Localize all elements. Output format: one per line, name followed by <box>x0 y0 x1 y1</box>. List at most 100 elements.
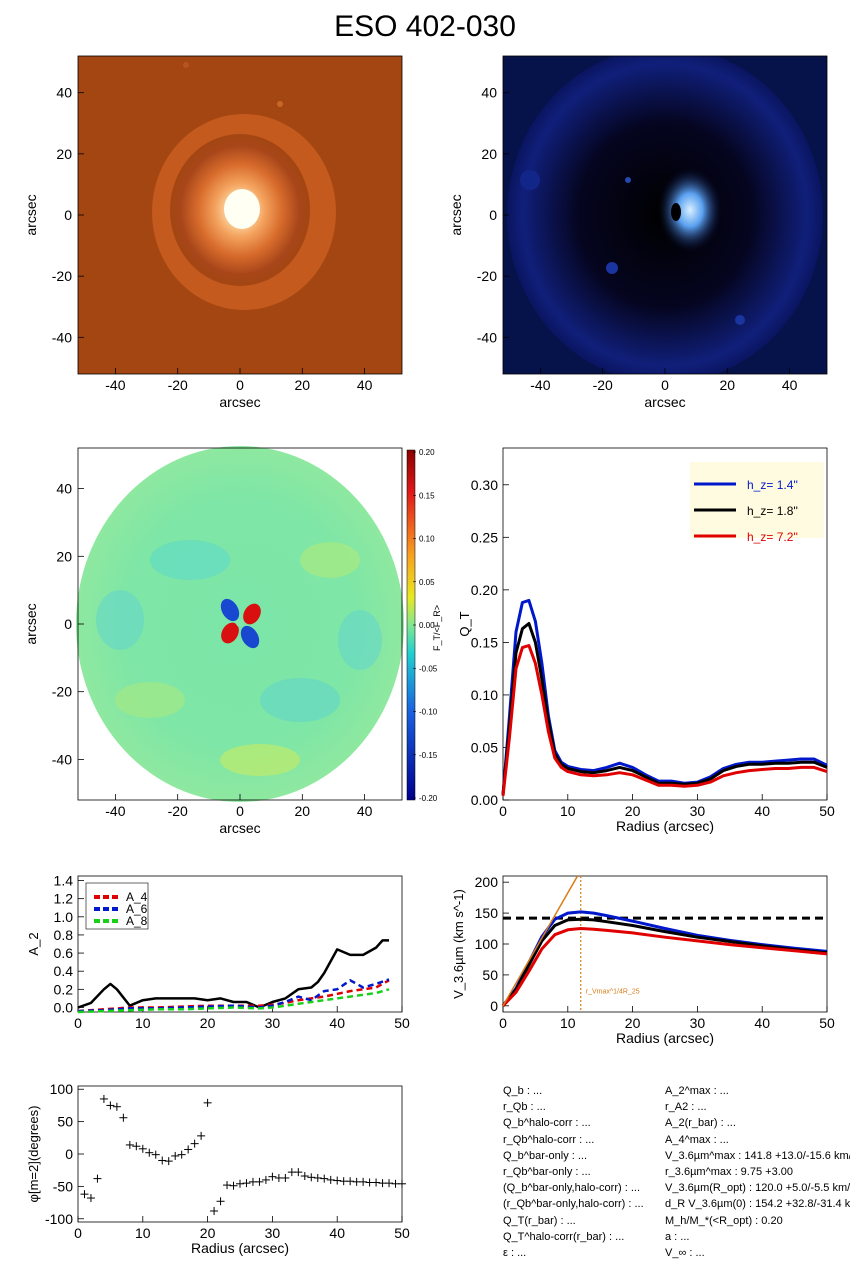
x-tick-label: -20 <box>168 803 188 819</box>
colorbar-tick-label: -0.15 <box>419 751 438 760</box>
image-panel-orange <box>78 56 402 374</box>
x-tick-label: 50 <box>394 1225 410 1241</box>
series-line <box>501 917 828 1007</box>
x-tick-label: 20 <box>200 1225 216 1241</box>
y-tick-label: 40 <box>56 481 72 497</box>
series-line <box>501 622 828 795</box>
x-tick-label: 30 <box>265 1225 281 1241</box>
x-tick-label: 10 <box>135 1225 151 1241</box>
param-line: A_2^max : ... <box>665 1085 729 1097</box>
x-axis-label: arcsec <box>219 820 260 836</box>
y-tick-label: -40 <box>477 329 497 345</box>
x-axis-label: Radius (arcsec) <box>616 818 714 834</box>
colorbar-tick-label: 0.15 <box>419 491 435 500</box>
y-axis-label: arcsec <box>23 194 39 235</box>
param-line: (r_Qb^bar-only,halo-corr) : ... <box>503 1198 644 1211</box>
y-tick-label: 0 <box>64 616 72 632</box>
y-tick-label: 0 <box>65 1146 73 1162</box>
y-tick-label: 20 <box>481 146 497 162</box>
x-tick-label: 20 <box>625 1015 641 1031</box>
y-tick-label: 100 <box>475 936 499 952</box>
y-axis-label: φ[m=2](degrees) <box>26 1106 41 1203</box>
series-line <box>77 939 389 1009</box>
param-line: Q_T(r_bar) : ... <box>503 1214 576 1227</box>
y-tick-label: 0 <box>490 998 498 1014</box>
y-tick-label: 0 <box>489 207 497 223</box>
x-tick-label: 30 <box>690 803 706 819</box>
y-axis-label: V_3.6µm (km s^-1) <box>451 889 466 999</box>
y-tick-label: 50 <box>57 1114 73 1130</box>
x-tick-label: 20 <box>295 803 311 819</box>
x-tick-label: 40 <box>329 1015 345 1031</box>
y-tick-label: 1.2 <box>54 891 74 907</box>
legend-label: A_6 <box>126 902 148 916</box>
param-line: A_4^max : ... <box>665 1133 729 1146</box>
params-right-column: A_2^max : ... r_A2 : ... A_2(r_bar) : ..… <box>665 1083 850 1261</box>
y-tick-label: 0.0 <box>54 999 74 1015</box>
x-tick-label: 10 <box>560 803 576 819</box>
x-tick-label: 10 <box>135 1015 151 1031</box>
series-line <box>502 875 579 1007</box>
legend-label: h_z= 1.8'' <box>747 504 798 518</box>
param-line: r_A2 : ... <box>665 1101 707 1114</box>
colorbar-tick-label: -0.05 <box>419 664 438 673</box>
x-tick-label: -40 <box>105 377 125 393</box>
y-tick-label: 20 <box>56 548 72 564</box>
x-tick-label: 40 <box>754 803 770 819</box>
x-tick-label: 50 <box>819 1015 835 1031</box>
x-axis-label: arcsec <box>219 394 260 410</box>
y-tick-label: 20 <box>56 146 72 162</box>
y-tick-label: 0.4 <box>54 963 74 979</box>
annotation-label: r_Vmax^1/4R_25 <box>586 988 640 995</box>
y-tick-label: 0.10 <box>471 687 498 703</box>
x-tick-label: 0 <box>236 803 244 819</box>
x-tick-label: 30 <box>690 1015 706 1031</box>
params-left-column: Q_b : ... r_Qb : ... Q_b^halo-corr : ...… <box>503 1083 644 1261</box>
y-tick-label: 50 <box>482 967 498 983</box>
legend-label: h_z= 7.2'' <box>747 530 798 544</box>
y-tick-label: 0.6 <box>54 945 74 961</box>
x-tick-label: 50 <box>394 1015 410 1031</box>
param-line: Q_b : ... <box>503 1085 543 1097</box>
y-tick-label: 0 <box>64 207 72 223</box>
param-line: A_2(r_bar) : ... <box>665 1117 736 1130</box>
param-line: a : ... <box>665 1230 690 1243</box>
colorbar-tick-label: -0.20 <box>419 794 438 803</box>
legend-label: h_z= 1.4'' <box>747 478 798 492</box>
x-tick-label: 20 <box>625 803 641 819</box>
param-line: Q_T^halo-corr(r_bar) : ... <box>503 1230 625 1243</box>
x-axis-label: Radius (arcsec) <box>616 1030 714 1046</box>
x-tick-label: -40 <box>530 377 550 393</box>
param-line: r_3.6µm^max : 9.75 +3.00 <box>665 1165 793 1178</box>
series-line <box>501 927 828 1007</box>
param-line: V_3.6µm^max : 141.8 +13.0/-15.6 km/s <box>665 1149 850 1162</box>
legend-label: A_8 <box>126 914 148 928</box>
x-tick-label: 0 <box>236 377 244 393</box>
x-tick-label: 0 <box>74 1225 82 1241</box>
y-tick-label: 1.0 <box>54 909 74 925</box>
y-axis-label: arcsec <box>448 194 464 235</box>
torque-map <box>76 446 404 802</box>
param-line: Q_b^bar-only : ... <box>503 1149 588 1162</box>
x-tick-label: 0 <box>74 1015 82 1031</box>
y-tick-label: -20 <box>52 268 72 284</box>
y-tick-label: 150 <box>475 905 499 921</box>
x-tick-label: 20 <box>720 377 736 393</box>
x-tick-label: 10 <box>560 1015 576 1031</box>
y-tick-label: -20 <box>52 684 72 700</box>
x-tick-label: 0 <box>499 1015 507 1031</box>
x-tick-label: 40 <box>754 1015 770 1031</box>
legend-label: A_4 <box>126 890 148 904</box>
x-axis-label: Radius (arcsec) <box>191 1240 289 1256</box>
colorbar-tick-label: 0.10 <box>419 535 435 544</box>
colorbar-label: F_T/<F_R> <box>432 605 442 651</box>
y-tick-label: -20 <box>477 268 497 284</box>
y-axis-label: A_2 <box>26 932 41 955</box>
x-tick-label: 40 <box>357 377 373 393</box>
param-line: Q_b^halo-corr : ... <box>503 1117 591 1130</box>
x-tick-label: 40 <box>329 1225 345 1241</box>
y-axis-label: arcsec <box>23 603 39 644</box>
param-line: (Q_b^bar-only,halo-corr) : ... <box>503 1182 641 1195</box>
param-line: r_Qb^bar-only : ... <box>503 1165 591 1178</box>
